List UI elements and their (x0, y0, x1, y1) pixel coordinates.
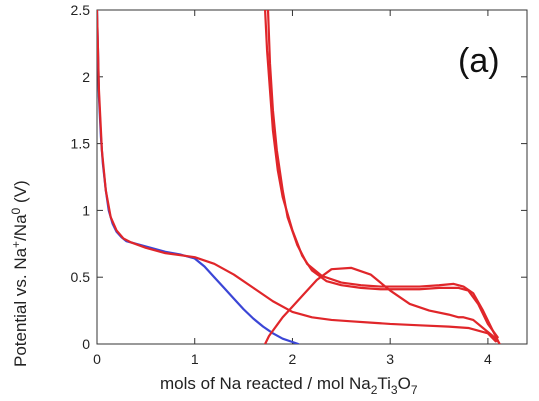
series-line-3 (263, 10, 499, 339)
y-axis-title: Potential vs. Na+/Na0 (V) (9, 180, 30, 367)
x-title-text: Ti (377, 374, 391, 393)
series-line-5 (266, 10, 501, 344)
series-layer (97, 10, 501, 344)
axis-tick-labels: 0 1 2 3 4 0 0.5 1 1.5 2 2.5 (71, 2, 492, 367)
y-tick-label: 2 (82, 69, 90, 85)
x-tick-label: 3 (386, 351, 394, 367)
x-tick-label: 2 (289, 351, 297, 367)
y-title-text: (V) (11, 180, 30, 207)
y-title-sup: + (9, 241, 23, 248)
y-tick-label: 1 (82, 202, 90, 218)
panel-label: (a) (458, 42, 500, 80)
x-tick-label: 0 (93, 351, 101, 367)
plot-border (96, 9, 528, 345)
series-line-2 (97, 10, 497, 343)
y-title-text: /Na (11, 214, 30, 241)
y-tick-label: 2.5 (71, 2, 91, 18)
plot-frame (96, 9, 528, 345)
y-title-sup: 0 (9, 207, 23, 214)
x-tick-label: 1 (191, 351, 199, 367)
series-line-4 (263, 266, 499, 344)
x-title-sub: 2 (371, 383, 378, 397)
x-title-sub: 3 (391, 383, 398, 397)
x-axis-title: mols of Na reacted / mol Na2Ti3O7 (160, 374, 418, 397)
x-title-text: mols of Na reacted / mol Na (160, 374, 371, 393)
x-tick-label: 4 (484, 351, 492, 367)
x-title-sub: 7 (411, 383, 418, 397)
x-title-text: O (398, 374, 411, 393)
y-title-text: Potential vs. Na (11, 247, 30, 367)
y-tick-label: 0 (82, 336, 90, 352)
y-tick-label: 0.5 (71, 269, 91, 285)
y-tick-label: 1.5 (71, 136, 91, 152)
